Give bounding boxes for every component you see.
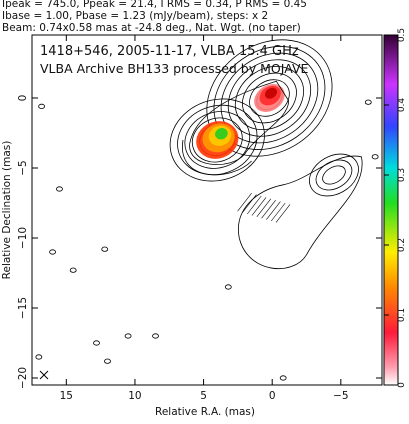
lobe-hatch (261, 200, 276, 219)
x-tick-label: 5 (200, 390, 207, 402)
noise-contour (364, 99, 372, 105)
lobe-hatch (270, 202, 286, 222)
lobe-hatch (256, 198, 272, 217)
noise-contour (279, 375, 287, 381)
core-contour (249, 79, 290, 117)
lobe-hatch (246, 195, 262, 215)
jet-contour (182, 139, 252, 176)
outer-lobe-contour (315, 159, 353, 191)
plot-frame (31, 34, 383, 386)
noise-contour (49, 249, 56, 255)
noise-contour (93, 340, 100, 346)
noise-contour (124, 333, 132, 339)
y-tick-label: −10 (17, 227, 29, 249)
lobe-hatch (275, 204, 291, 223)
jet-contour (189, 80, 290, 165)
x-tick-label: 10 (128, 390, 141, 402)
noise-contour (224, 284, 232, 290)
jet-knot-contour (177, 104, 258, 176)
colorbar (383, 34, 399, 386)
lobe-hatch (242, 194, 257, 213)
jet-knot-contour (184, 111, 251, 169)
header-line-2: Ibase = 1.00, Pbase = 1.23 (mJy/beam), s… (2, 10, 269, 22)
chart-title: 1418+546, 2005-11-17, VLBA 15.4 GHz (40, 44, 299, 59)
x-axis-label: Relative R.A. (mas) (155, 406, 255, 418)
y-tick-label: −15 (17, 297, 29, 319)
noise-contour (38, 103, 46, 110)
outer-lobe-contour (309, 153, 359, 197)
noise-contour (101, 246, 109, 252)
y-tick-label: −20 (17, 367, 29, 389)
jet-knot-emission (215, 128, 228, 140)
noise-contour (69, 267, 77, 273)
colorbar-tick-label: 0.4 (397, 98, 407, 113)
jet-knot-contour (191, 117, 243, 163)
core-emission (264, 87, 278, 99)
axis-ticks: 15 10 5 0 −5 0 −5 −10 −15 −20 (17, 35, 382, 402)
contour-layer (35, 39, 379, 381)
noise-contour (371, 154, 379, 160)
x-tick-label: 0 (269, 390, 276, 402)
jet-knot-contour (169, 98, 265, 182)
outer-lobe-contour (322, 165, 346, 185)
core-contour (234, 65, 304, 131)
y-tick-label: 0 (17, 95, 29, 102)
noise-contour (35, 354, 43, 360)
colorbar-tick-label: 0.3 (397, 168, 407, 182)
noise-contour (56, 186, 63, 192)
core-contour (242, 72, 297, 124)
colorbar-tick-label: 0.1 (397, 308, 407, 322)
y-axis-label: Relative Declination (mas) (1, 141, 13, 280)
lobe-hatch (251, 197, 267, 216)
core-contour (227, 59, 312, 137)
colorbar-tick-label: 0.2 (397, 238, 407, 252)
colorbar-tick-label: 0.5 (397, 28, 407, 42)
y-tick-label: −5 (17, 160, 29, 175)
lobe-hatch (266, 201, 281, 220)
lobe-contour (238, 155, 363, 269)
colorbar-ticks: 0.5 0.4 0.3 0.2 0.1 0 (384, 28, 407, 388)
colorbar-tick-label: 0 (397, 382, 407, 388)
x-tick-label: −5 (333, 390, 348, 402)
lobe-hatch (237, 193, 252, 212)
chart-subtitle: VLBA Archive BH133 processed by MOJAVE (40, 61, 308, 76)
noise-contour (152, 333, 159, 339)
header-line-3: Beam: 0.74x0.58 mas at -24.8 deg., Nat. … (2, 22, 301, 34)
x-tick-label: 15 (60, 390, 73, 402)
beam-marker (39, 370, 49, 380)
noise-contour (104, 358, 111, 364)
header-line-1: Ipeak = 745.0, Ppeak = 21.4, I RMS = 0.3… (2, 0, 307, 10)
